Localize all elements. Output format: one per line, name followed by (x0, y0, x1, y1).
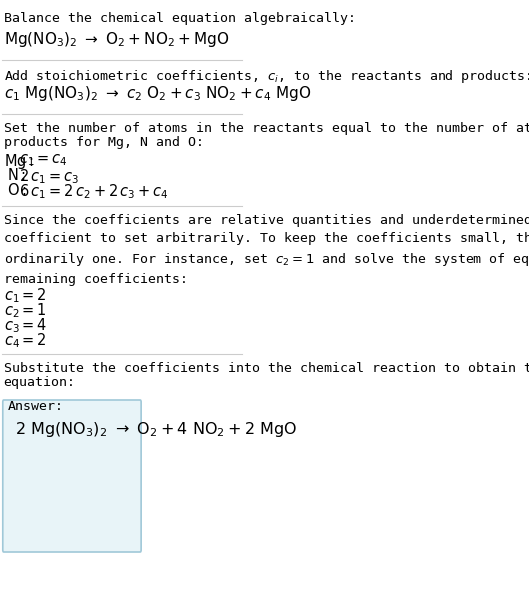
Text: $c_3 = 4$: $c_3 = 4$ (4, 316, 47, 334)
Text: Balance the chemical equation algebraically:: Balance the chemical equation algebraica… (4, 12, 355, 25)
Text: $6\,c_1 = 2\,c_2 + 2\,c_3 + c_4$: $6\,c_1 = 2\,c_2 + 2\,c_3 + c_4$ (19, 182, 168, 201)
Text: $c_4 = 2$: $c_4 = 2$ (4, 331, 47, 350)
Text: products for Mg, N and O:: products for Mg, N and O: (4, 136, 204, 149)
Text: $c_1 = c_4$: $c_1 = c_4$ (19, 152, 67, 168)
Text: equation:: equation: (4, 376, 76, 389)
Text: $2\ \mathrm{Mg(NO_3)_2\ \rightarrow\ O_2 + 4\ NO_2 + 2\ MgO}$: $2\ \mathrm{Mg(NO_3)_2\ \rightarrow\ O_2… (15, 420, 297, 439)
Text: $\mathrm{Mg:}$: $\mathrm{Mg:}$ (4, 152, 34, 171)
Text: Since the coefficients are relative quantities and underdetermined, choose a
coe: Since the coefficients are relative quan… (4, 214, 529, 286)
Text: Set the number of atoms in the reactants equal to the number of atoms in the: Set the number of atoms in the reactants… (4, 122, 529, 135)
Text: $\mathrm{O:}$: $\mathrm{O:}$ (7, 182, 27, 198)
Text: $2\,c_1 = c_3$: $2\,c_1 = c_3$ (19, 167, 79, 186)
Text: Add stoichiometric coefficients, $c_i$, to the reactants and products:: Add stoichiometric coefficients, $c_i$, … (4, 68, 529, 85)
FancyBboxPatch shape (3, 400, 141, 552)
Text: $\mathrm{N:}$: $\mathrm{N:}$ (7, 167, 26, 183)
Text: Answer:: Answer: (7, 400, 63, 413)
Text: $c_1 = 2$: $c_1 = 2$ (4, 286, 47, 305)
Text: $c_2 = 1$: $c_2 = 1$ (4, 301, 47, 320)
Text: $c_1\ \mathrm{Mg(NO_3)_2\ \rightarrow\ }c_2\ \mathrm{O_2} + c_3\ \mathrm{NO_2} +: $c_1\ \mathrm{Mg(NO_3)_2\ \rightarrow\ }… (4, 84, 311, 103)
Text: $\mathrm{Mg(NO_3)_2\ \rightarrow\ O_2 + NO_2 + MgO}$: $\mathrm{Mg(NO_3)_2\ \rightarrow\ O_2 + … (4, 30, 229, 49)
Text: Substitute the coefficients into the chemical reaction to obtain the balanced: Substitute the coefficients into the che… (4, 362, 529, 375)
